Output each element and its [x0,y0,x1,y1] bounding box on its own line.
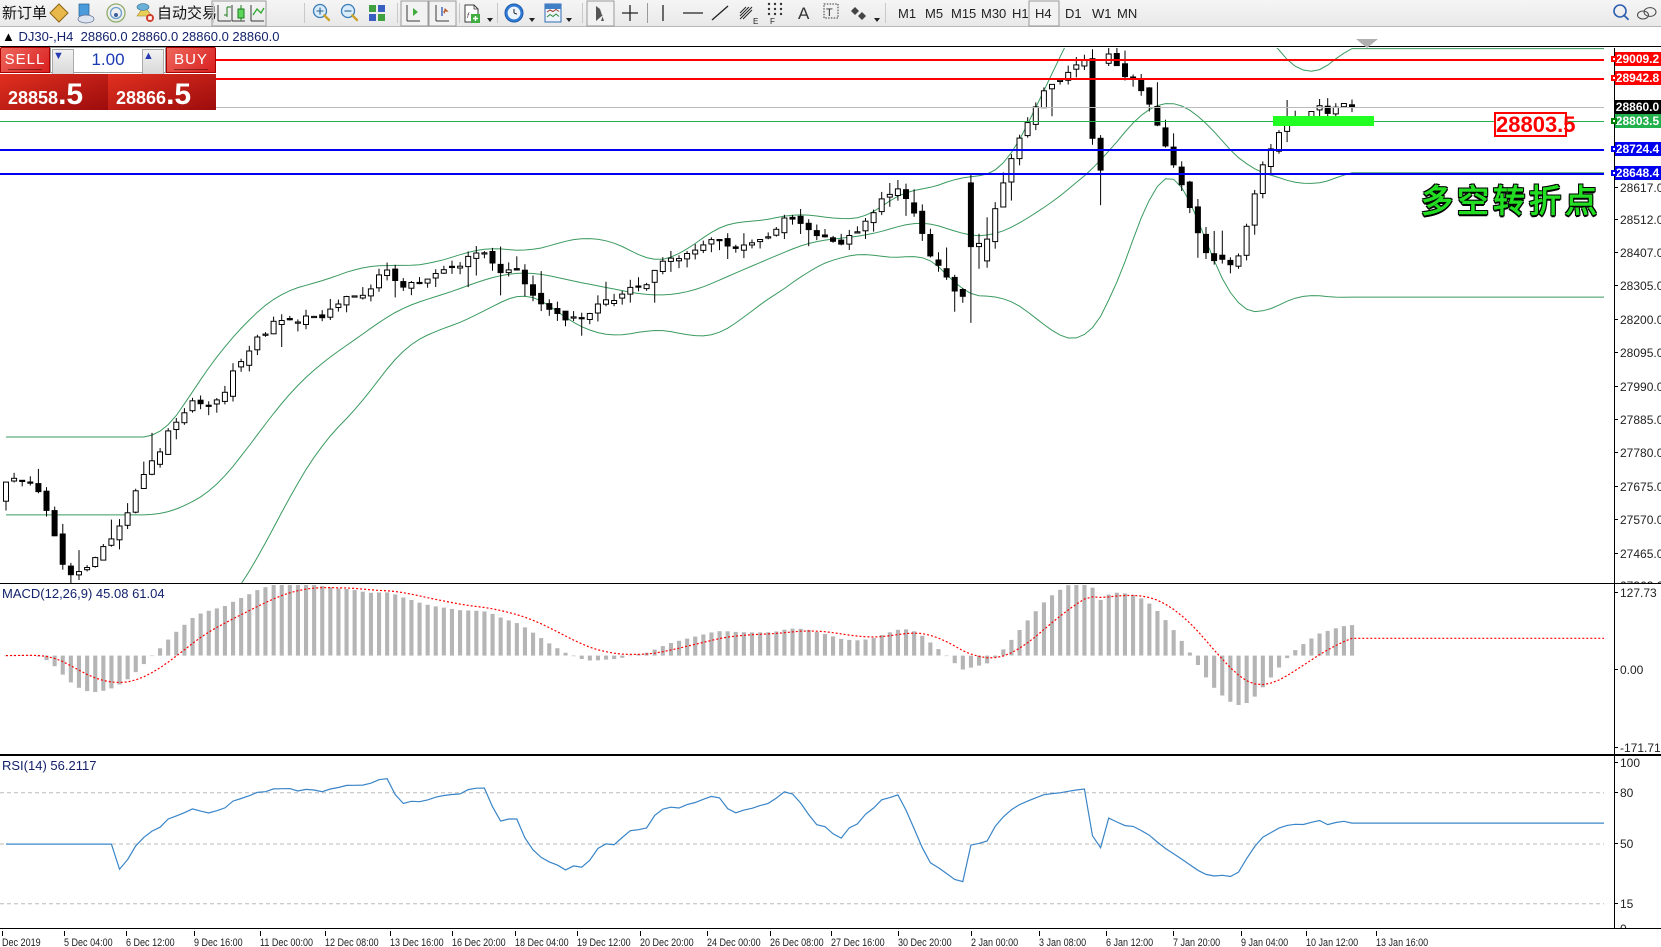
svg-text:M1: M1 [898,6,916,21]
svg-text:H4: H4 [1035,6,1052,21]
svg-text:H1: H1 [1012,6,1029,21]
svg-text:M15: M15 [951,6,976,21]
svg-text:T: T [826,7,833,19]
svg-text:W1: W1 [1092,6,1112,21]
svg-text:M30: M30 [981,6,1006,21]
svg-text:MN: MN [1117,6,1137,21]
svg-text:E: E [753,17,758,26]
svg-text:M5: M5 [925,6,943,21]
svg-text:F: F [770,17,775,26]
svg-text:D1: D1 [1065,6,1082,21]
svg-text:自动交易: 自动交易 [157,4,217,22]
svg-text:新订单: 新订单 [2,5,47,22]
svg-text:A: A [798,4,810,23]
